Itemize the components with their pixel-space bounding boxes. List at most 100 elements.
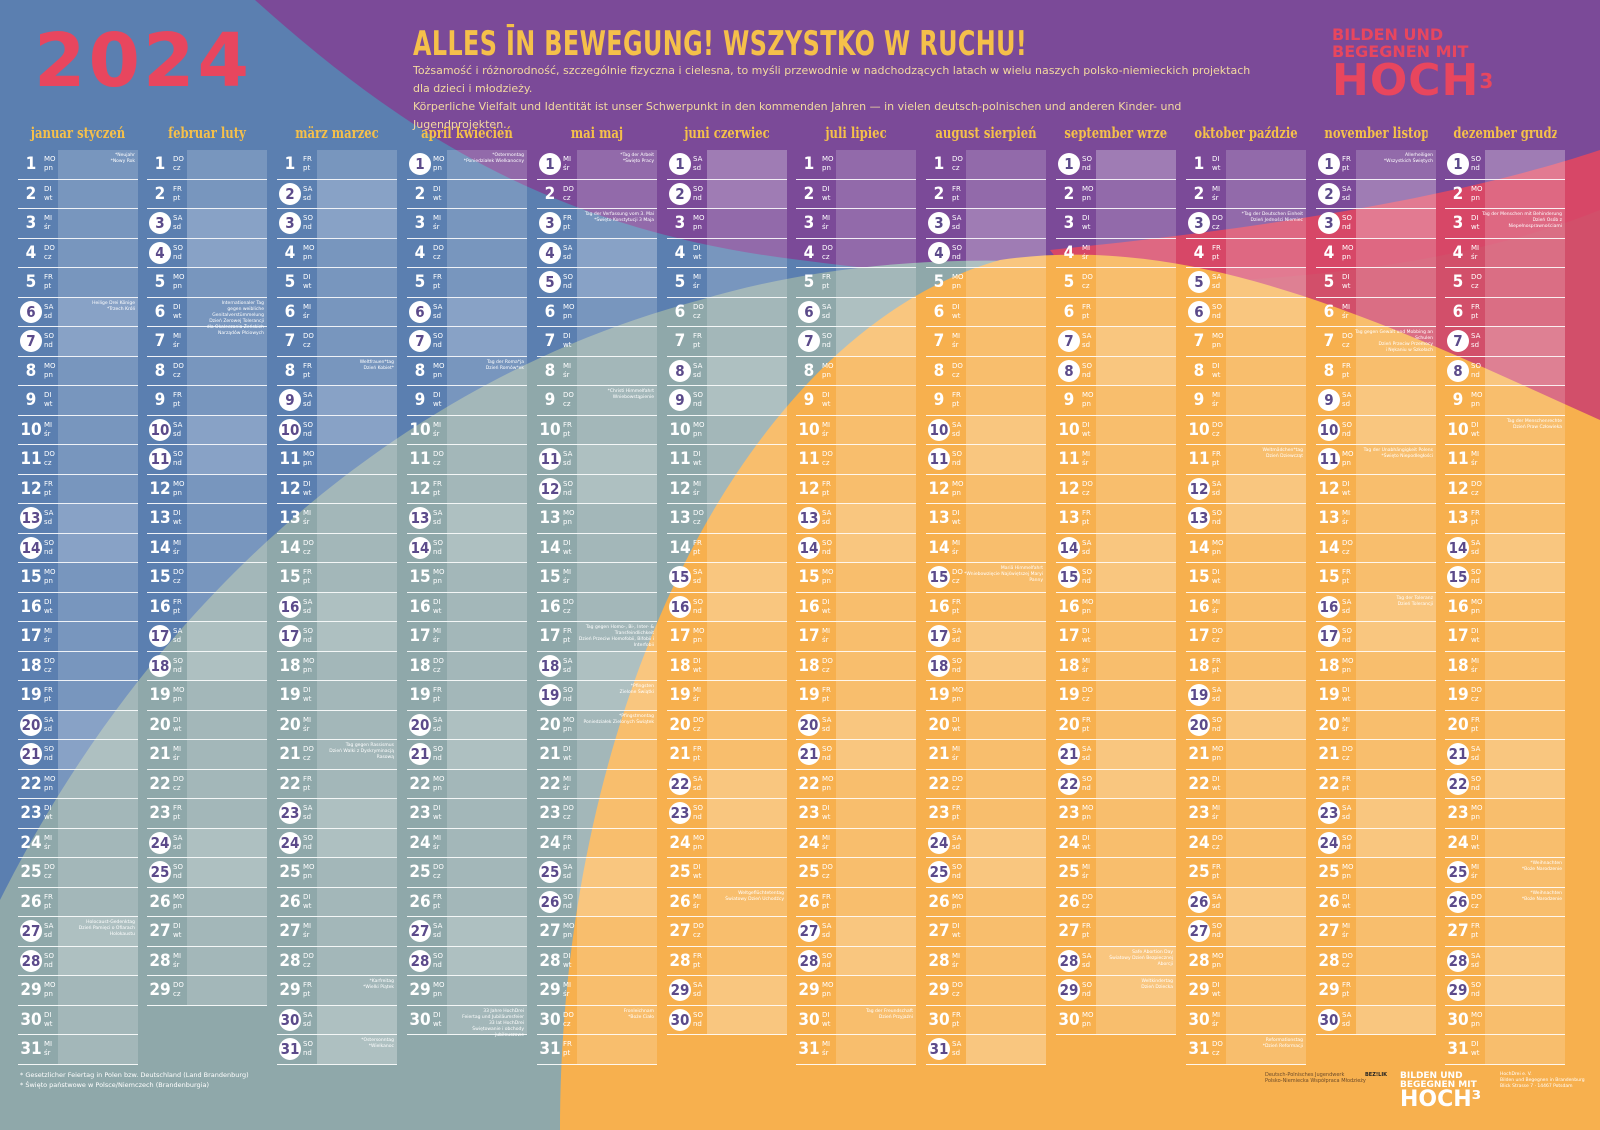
day-row[interactable]: 9 DI wt [407, 386, 527, 416]
day-row[interactable]: 25 FR pt [1186, 858, 1306, 888]
day-row[interactable]: 15 SO nd [1445, 563, 1565, 593]
day-row[interactable]: 26 MO pn [147, 887, 267, 917]
day-row[interactable]: 2 SA sd [1316, 179, 1436, 209]
day-row[interactable]: 1 DI wt [1186, 150, 1306, 180]
day-row[interactable]: 9 SA sd [277, 386, 397, 416]
day-row[interactable]: 14 FR pt [667, 533, 787, 563]
day-row[interactable]: 17 FR pt Tag gegen Homo-, Bi-, Inter- & Tra… [537, 622, 657, 652]
day-row[interactable]: 28 SO nd [796, 946, 916, 976]
day-row[interactable]: 3 FR pt Tag der Verfassung vom 3. Mai *Świę… [537, 209, 657, 239]
day-row[interactable]: 21 DO cz [1316, 740, 1436, 770]
day-row[interactable]: 1 DO cz [147, 150, 267, 180]
day-row[interactable]: 24 SO nd [277, 828, 397, 858]
day-row[interactable]: 1 SO nd [1056, 150, 1176, 180]
day-row[interactable]: 21 MI śr [926, 740, 1046, 770]
day-row[interactable]: 19 DI wt [277, 681, 397, 711]
day-row[interactable]: 2 DI wt [18, 179, 138, 209]
day-row[interactable]: 6 FR pt [1056, 297, 1176, 327]
day-row[interactable]: 11 DO cz [796, 445, 916, 475]
day-row[interactable]: 30 DI wt Tag der Freundschaft Dzień Przyjaź… [796, 1005, 916, 1035]
day-row[interactable]: 25 DO cz [407, 858, 527, 888]
day-row[interactable]: 13 DI wt [147, 504, 267, 534]
day-row[interactable]: 14 SA sd [1445, 533, 1565, 563]
day-row[interactable]: 19 FR pt [796, 681, 916, 711]
day-row[interactable]: 14 MO pn [1186, 533, 1306, 563]
day-row[interactable]: 12 DI wt [1316, 474, 1436, 504]
day-row[interactable]: 28 SA sd Safe Abortion Day Światowy Dzień B… [1056, 946, 1176, 976]
day-row[interactable]: 12 FR pt [796, 474, 916, 504]
day-row[interactable]: 17 SO nd [1316, 622, 1436, 652]
day-row[interactable]: 25 SO nd [147, 858, 267, 888]
day-row[interactable]: 10 DO cz [1186, 415, 1306, 445]
day-row[interactable]: 16 MO pn [1056, 592, 1176, 622]
day-row[interactable]: 14 DO cz [1316, 533, 1436, 563]
day-row[interactable]: 10 MI śr [407, 415, 527, 445]
day-row[interactable]: 15 FR pt [277, 563, 397, 593]
day-row[interactable]: 3 MI śr [407, 209, 527, 239]
day-row[interactable]: 4 SO nd [147, 238, 267, 268]
day-row[interactable]: 26 MO pn [926, 887, 1046, 917]
day-row[interactable]: 27 FR pt [1056, 917, 1176, 947]
day-row[interactable]: 3 DO cz *Tag der Deutschen Einheit Dzień Je… [1186, 209, 1306, 239]
day-row[interactable]: 23 MO pn [1445, 799, 1565, 829]
day-row[interactable]: 27 DI wt [926, 917, 1046, 947]
day-row[interactable]: 9 SO nd [667, 386, 787, 416]
day-row[interactable]: 13 FR pt [1445, 504, 1565, 534]
day-row[interactable]: 17 DI wt [1056, 622, 1176, 652]
day-row[interactable]: 4 DI wt [667, 238, 787, 268]
day-row[interactable]: 18 DO cz [407, 651, 527, 681]
day-row[interactable]: 15 DO cz Mariä Himmelfahrt *Wniebowzięcie N… [926, 563, 1046, 593]
day-row[interactable]: 30 DI wt 33 Jahre HochDrei Feiertag und Jub… [407, 1005, 527, 1038]
day-row[interactable]: 1 MO pn [796, 150, 916, 180]
day-row[interactable]: 15 MO pn [796, 563, 916, 593]
day-row[interactable]: 16 DI wt [796, 592, 916, 622]
day-row[interactable]: 27 MO pn [537, 917, 657, 947]
day-row[interactable]: 9 MO pn [1056, 386, 1176, 416]
day-row[interactable]: 10 SO nd [1316, 415, 1436, 445]
day-row[interactable]: 30 DI wt [18, 1005, 138, 1035]
day-row[interactable]: 29 DO cz [926, 976, 1046, 1006]
day-row[interactable]: 20 FR pt [1056, 710, 1176, 740]
day-row[interactable]: 11 DO cz [18, 445, 138, 475]
day-row[interactable]: 21 SA sd [1445, 740, 1565, 770]
day-row[interactable]: 23 SA sd [277, 799, 397, 829]
day-row[interactable]: 31 MI śr [18, 1035, 138, 1065]
day-row[interactable]: 3 SO nd [277, 209, 397, 239]
day-row[interactable]: 27 SO nd [1186, 917, 1306, 947]
day-row[interactable]: 13 MI śr [1316, 504, 1436, 534]
day-row[interactable]: 7 MO pn [1186, 327, 1306, 357]
day-row[interactable]: 21 SO nd [407, 740, 527, 770]
day-row[interactable]: 23 DO cz [537, 799, 657, 829]
day-row[interactable]: 15 MO pn [18, 563, 138, 593]
day-row[interactable]: 13 DO cz [667, 504, 787, 534]
day-row[interactable]: 5 DO cz [1056, 268, 1176, 298]
day-row[interactable]: 19 DI wt [1316, 681, 1436, 711]
day-row[interactable]: 19 FR pt [407, 681, 527, 711]
day-row[interactable]: 2 FR pt [147, 179, 267, 209]
day-row[interactable]: 23 DI wt [18, 799, 138, 829]
day-row[interactable]: 31 SO nd *Ostersonntag *Wielkanoc [277, 1035, 397, 1065]
day-row[interactable]: 20 DI wt [926, 710, 1046, 740]
day-row[interactable]: 22 SA sd [667, 769, 787, 799]
day-row[interactable]: 31 FR pt [537, 1035, 657, 1065]
day-row[interactable]: 19 SA sd [1186, 681, 1306, 711]
day-row[interactable]: 23 DI wt [407, 799, 527, 829]
day-row[interactable]: 18 DI wt [667, 651, 787, 681]
day-row[interactable]: 27 SA sd Holocaust-Gedenktag Dzień Pamięci … [18, 917, 138, 947]
day-row[interactable]: 21 FR pt [667, 740, 787, 770]
day-row[interactable]: 30 SA sd [277, 1005, 397, 1035]
day-row[interactable]: 9 SA sd [1316, 386, 1436, 416]
day-row[interactable]: 19 DO cz [1445, 681, 1565, 711]
day-row[interactable]: 15 DI wt [1186, 563, 1306, 593]
day-row[interactable]: 18 SA sd [537, 651, 657, 681]
day-row[interactable]: 12 MI śr [667, 474, 787, 504]
day-row[interactable]: 29 MO pn [407, 976, 527, 1006]
day-row[interactable]: 26 DO cz [1056, 887, 1176, 917]
day-row[interactable]: 29 DO cz [147, 976, 267, 1006]
day-row[interactable]: 14 SO nd [796, 533, 916, 563]
day-row[interactable]: 13 MO pn [537, 504, 657, 534]
day-row[interactable]: 15 MI śr [537, 563, 657, 593]
day-row[interactable]: 16 FR pt [926, 592, 1046, 622]
day-row[interactable]: 31 DO cz Reformationstag *Dzień Reformacji [1186, 1035, 1306, 1065]
day-row[interactable]: 9 DI wt [18, 386, 138, 416]
